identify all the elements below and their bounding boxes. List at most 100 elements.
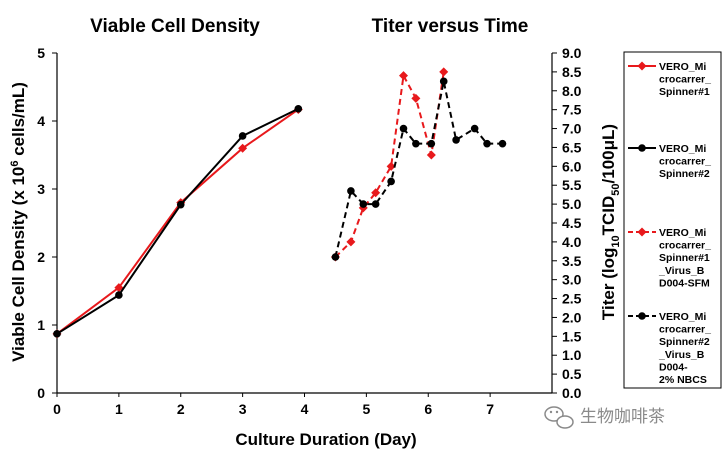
legend-label: crocarrer_	[659, 324, 711, 336]
data-point	[411, 93, 421, 103]
legend-marker	[637, 61, 647, 71]
watermark-text: 生物咖啡茶	[580, 407, 665, 427]
data-point	[346, 237, 356, 247]
wechat-icon	[544, 406, 574, 429]
right-y-tick-label: 3.5	[562, 253, 582, 269]
data-point	[439, 67, 449, 77]
data-point	[115, 291, 123, 299]
data-point	[176, 200, 185, 209]
legend-label: D004-SFM	[659, 277, 710, 289]
left-y-tick-label: 5	[37, 45, 45, 61]
left-y-axis-label: Viable Cell Density (x 106 cells/mL)	[9, 82, 28, 362]
data-point	[439, 77, 448, 86]
data-point	[371, 200, 380, 208]
legend-label: D004-	[659, 361, 688, 373]
x-tick-label: 7	[486, 401, 494, 417]
left-y-tick-labels: 0 1 2 3 4 5	[37, 45, 45, 401]
legend-marker	[638, 312, 646, 320]
legend-marker	[637, 227, 647, 237]
right-y-tick-label: 4.5	[562, 215, 582, 231]
watermark: 生物咖啡茶	[544, 406, 665, 429]
legend-label: Spinner#1	[659, 86, 710, 98]
legend-label: Spinner#2	[659, 336, 710, 348]
data-point	[452, 136, 460, 144]
right-y-tick-label: 1.5	[562, 328, 582, 344]
data-point	[426, 150, 436, 160]
series-line	[56, 108, 299, 335]
right-y-tick-label: 9.0	[562, 45, 582, 61]
legend-label: Spinner#2	[659, 168, 710, 180]
right-y-tick-label: 7.0	[562, 121, 582, 137]
x-tick-labels: 0 1 2 3 4 5 6 7	[53, 401, 494, 417]
data-point	[294, 104, 303, 113]
legend-label: crocarrer_	[659, 156, 711, 168]
legend-entry-4: VERO_Microcarrer_Spinner#2_Virus_BD004-2…	[628, 311, 711, 386]
left-y-tick-label: 0	[37, 385, 45, 401]
legend-label: Spinner#1	[659, 252, 710, 264]
legend-label: VERO_Mi	[659, 311, 706, 323]
right-y-tick-label: 8.5	[562, 64, 582, 80]
legend-marker	[638, 144, 646, 152]
data-point	[238, 132, 247, 140]
x-axis-label: Culture Duration (Day)	[235, 430, 416, 449]
data-point	[399, 71, 408, 81]
legend-label: crocarrer_	[659, 240, 711, 252]
data-point	[347, 187, 355, 195]
data-point	[331, 253, 340, 261]
legend-label: 2% NBCS	[659, 374, 707, 386]
left-chart-title: Viable Cell Density	[90, 16, 260, 37]
series-1	[52, 104, 303, 339]
series-line	[56, 107, 299, 335]
x-tick-label: 6	[424, 401, 432, 417]
data-point	[371, 188, 381, 198]
data-point	[399, 124, 408, 133]
right-y-tick-label: 2.0	[562, 309, 582, 325]
left-y-tick-label: 4	[37, 113, 45, 129]
right-y-tick-label: 5.0	[562, 196, 582, 212]
series-3	[330, 67, 449, 262]
legend-label: VERO_Mi	[659, 61, 706, 73]
series-4	[331, 77, 507, 261]
right-y-tick-label: 1.0	[562, 347, 582, 363]
legend-label: VERO_Mi	[659, 143, 706, 155]
right-y-axis-label: Titer (log10TCID50/100μL)	[599, 124, 622, 320]
right-chart-title: Titer versus Time	[372, 16, 529, 37]
legend-label: crocarrer_	[659, 74, 711, 86]
legend-box	[623, 51, 722, 389]
right-y-tick-label: 3.0	[562, 272, 582, 288]
data-point	[359, 200, 368, 208]
x-tick-label: 2	[177, 401, 185, 417]
right-y-tick-label: 0.0	[562, 385, 582, 401]
right-y-tick-label: 6.5	[562, 139, 582, 155]
legend: VERO_Microcarrer_Spinner#1VERO_Microcarr…	[628, 61, 711, 386]
x-tick-label: 3	[239, 401, 247, 417]
legend-label: _Virus_B	[658, 349, 705, 361]
legend-label: VERO_Mi	[659, 227, 706, 239]
right-y-tick-label: 0.5	[562, 366, 582, 382]
plot-area	[52, 52, 557, 397]
right-y-tick-label: 7.5	[562, 102, 582, 118]
right-y-tick-label: 4.0	[562, 234, 582, 250]
data-point	[470, 124, 479, 133]
series-line	[334, 71, 445, 258]
legend-entry-3: VERO_Microcarrer_Spinner#1_Virus_BD004-S…	[628, 227, 711, 289]
x-tick-label: 0	[53, 401, 61, 417]
data-point	[387, 177, 395, 186]
legend-label: _Virus_B	[658, 265, 705, 277]
right-y-tick-label: 6.0	[562, 158, 582, 174]
data-point	[412, 139, 420, 148]
left-y-tick-label: 1	[37, 317, 45, 333]
data-point	[483, 139, 491, 148]
data-point	[498, 139, 507, 148]
x-tick-label: 5	[362, 401, 370, 417]
data-point	[238, 143, 248, 153]
right-y-tick-label: 5.5	[562, 177, 582, 193]
left-y-tick-label: 2	[37, 249, 45, 265]
left-y-tick-label: 3	[37, 181, 45, 197]
x-tick-label: 4	[301, 401, 309, 417]
data-point	[386, 161, 396, 171]
x-tick-label: 1	[115, 401, 123, 417]
